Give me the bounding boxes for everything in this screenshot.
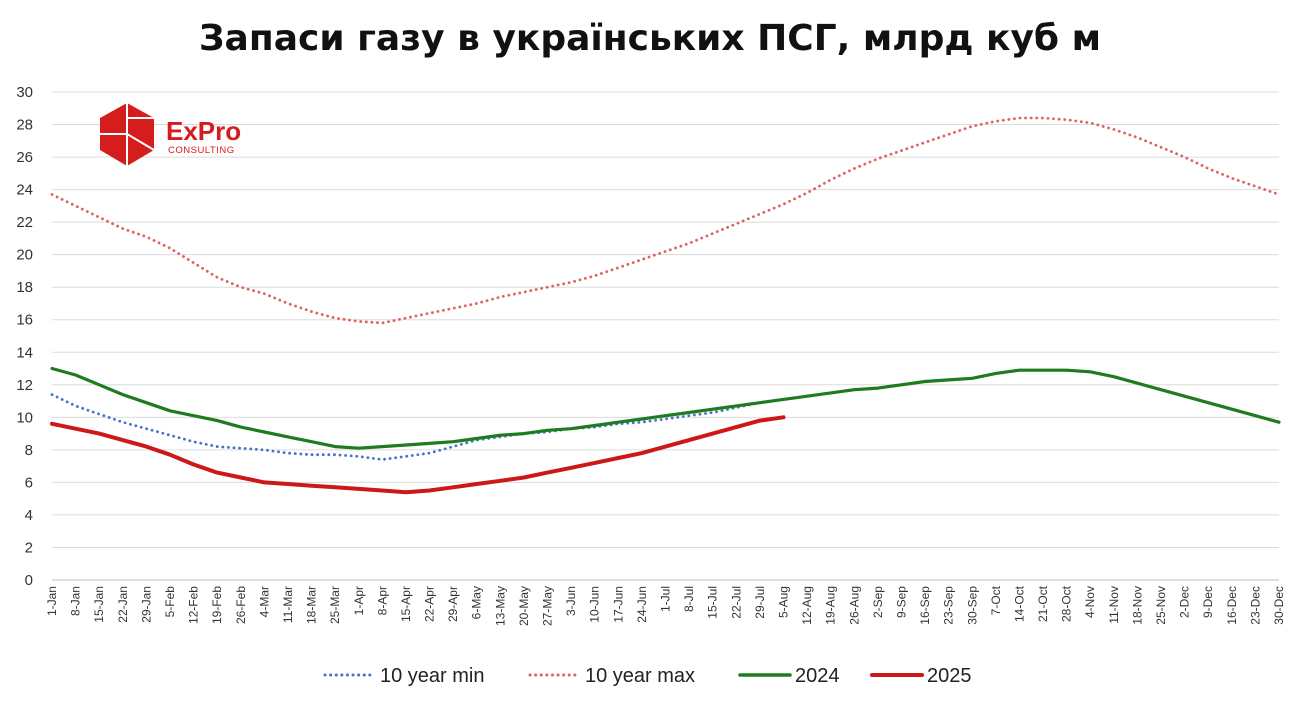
x-tick-label: 12-Feb [187, 586, 201, 624]
x-tick-label: 8-Jan [69, 586, 83, 616]
x-tick-label: 15-Jul [706, 586, 720, 619]
y-tick-label: 14 [16, 344, 33, 361]
x-tick-label: 22-Apr [423, 586, 437, 622]
series-lines [50, 116, 1281, 495]
x-tick-label: 16-Sep [918, 586, 932, 625]
legend-label-3: 2024 [795, 665, 840, 687]
y-tick-label: 18 [16, 279, 33, 296]
y-tick-label: 20 [16, 247, 33, 264]
x-tick-label: 1-Jul [659, 586, 673, 612]
x-tick-label: 11-Nov [1107, 586, 1121, 624]
x-tick-label: 29-Jan [139, 586, 153, 623]
y-tick-label: 8 [25, 442, 33, 459]
series-line-3 [50, 366, 1281, 450]
x-tick-label: 30-Sep [965, 586, 979, 625]
y-tick-label: 16 [16, 312, 33, 329]
x-tick-label: 18-Nov [1130, 586, 1144, 625]
x-tick-label: 7-Oct [989, 585, 1003, 615]
x-tick-label: 15-Apr [399, 586, 413, 622]
x-tick-label: 19-Aug [824, 586, 838, 625]
x-tick-label: 13-May [493, 586, 507, 626]
x-tick-label: 22-Jul [729, 586, 743, 619]
x-tick-label: 24-Jun [635, 586, 649, 623]
legend-label-1: 10 year min [380, 665, 485, 687]
legend-label-4: 2025 [927, 665, 972, 687]
x-tick-label: 23-Sep [942, 586, 956, 625]
y-tick-label: 22 [16, 214, 33, 231]
x-tick-label: 1-Jan [45, 586, 59, 616]
x-tick-label: 29-Jul [753, 586, 767, 619]
y-tick-label: 24 [16, 182, 33, 199]
y-tick-label: 12 [16, 377, 33, 394]
x-tick-label: 5-Aug [776, 586, 790, 618]
y-tick-label: 30 [16, 84, 33, 101]
x-tick-label: 8-Apr [375, 586, 389, 615]
x-tick-label: 25-Nov [1154, 586, 1168, 625]
x-tick-label: 21-Oct [1036, 585, 1050, 622]
x-tick-label: 2-Dec [1178, 586, 1192, 618]
x-tick-label: 17-Jun [611, 586, 625, 623]
logo-subtitle: CONSULTING [168, 145, 235, 156]
x-tick-label: 16-Dec [1225, 586, 1239, 625]
x-tick-label: 22-Jan [116, 586, 130, 623]
x-tick-label: 20-May [517, 586, 531, 626]
y-tick-label: 6 [25, 474, 33, 491]
x-tick-label: 26-Aug [847, 586, 861, 625]
x-tick-label: 12-Aug [800, 586, 814, 625]
x-tick-label: 28-Oct [1060, 585, 1074, 622]
x-tick-label: 25-Mar [328, 586, 342, 624]
x-tick-label: 6-May [470, 586, 484, 619]
x-tick-label: 4-Mar [257, 586, 271, 617]
x-tick-label: 30-Dec [1272, 586, 1286, 625]
y-tick-label: 28 [16, 117, 33, 134]
x-tick-label: 4-Nov [1083, 586, 1097, 618]
x-tick-label: 29-Apr [446, 586, 460, 622]
logo-cube-icon [100, 103, 155, 166]
x-tick-label: 8-Jul [682, 586, 696, 612]
x-tick-label: 1-Apr [352, 586, 366, 615]
x-tick-label: 2-Sep [871, 586, 885, 618]
legend-label-2: 10 year max [585, 665, 695, 687]
legend: 10 year min 10 year max 2024 2025 [323, 665, 972, 687]
series-line-1 [50, 393, 762, 462]
x-tick-label: 14-Oct [1012, 585, 1026, 622]
logo-name: ExPro [166, 116, 241, 146]
x-tick-label: 26-Feb [234, 586, 248, 624]
x-tick-label: 5-Feb [163, 586, 177, 618]
x-tick-label: 15-Jan [92, 586, 106, 623]
x-tick-label: 19-Feb [210, 586, 224, 624]
y-tick-label: 0 [25, 572, 33, 589]
x-tick-label: 9-Dec [1201, 586, 1215, 618]
series-line-4 [50, 415, 786, 495]
chart-title: Запаси газу в українських ПСГ, млрд куб … [198, 18, 1102, 59]
x-tick-label: 18-Mar [305, 586, 319, 624]
grid-lines [52, 91, 1279, 581]
y-tick-label: 4 [25, 507, 33, 524]
y-tick-label: 2 [25, 539, 33, 556]
series-line-2 [50, 116, 1281, 325]
x-tick-label: 23-Dec [1248, 586, 1262, 625]
y-tick-label: 26 [16, 149, 33, 166]
x-tick-label: 11-Mar [281, 586, 295, 623]
x-tick-label: 27-May [541, 586, 555, 626]
logo: ExPro CONSULTING [100, 103, 241, 166]
y-tick-label: 10 [16, 409, 33, 426]
x-tick-label: 3-Jun [564, 586, 578, 616]
x-tick-label: 9-Sep [894, 586, 908, 618]
x-tick-label: 10-Jun [588, 586, 602, 623]
